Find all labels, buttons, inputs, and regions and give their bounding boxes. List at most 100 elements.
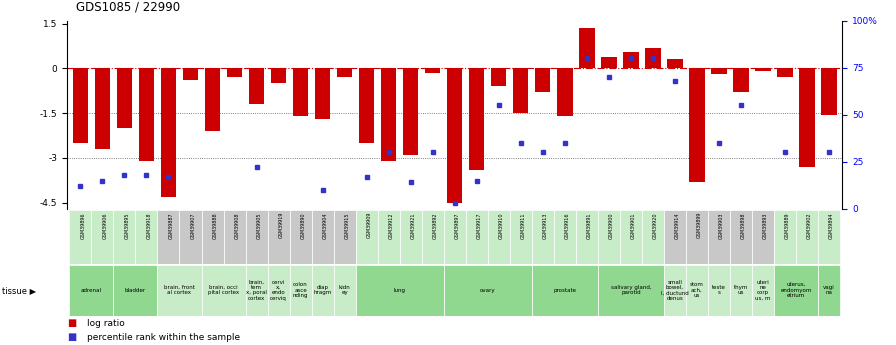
Bar (711, 68, 727, 75)
Bar (620, 210, 642, 264)
Text: GSM39913: GSM39913 (543, 212, 547, 238)
Bar (598, 265, 664, 316)
Bar (73, 68, 88, 143)
Bar (223, 210, 246, 264)
Text: prostate: prostate (554, 288, 576, 293)
Text: percentile rank within the sample: percentile rank within the sample (87, 333, 240, 342)
Bar (686, 265, 708, 316)
Bar (356, 210, 377, 264)
Bar (158, 210, 179, 264)
Text: lung: lung (393, 288, 406, 293)
Bar (377, 210, 400, 264)
Text: GSM39904: GSM39904 (323, 212, 328, 238)
Text: diap
hragm: diap hragm (314, 285, 332, 295)
Text: GSM39898: GSM39898 (741, 212, 746, 238)
Bar (730, 265, 752, 316)
Bar (425, 68, 441, 73)
Bar (356, 265, 444, 316)
Text: log ratio: log ratio (87, 319, 125, 328)
Text: thym
us: thym us (734, 285, 748, 295)
Bar (774, 210, 796, 264)
Text: kidn
ey: kidn ey (339, 285, 350, 295)
Bar (202, 210, 223, 264)
Bar (91, 210, 114, 264)
Text: GSM39903: GSM39903 (719, 212, 724, 238)
Text: GSM39888: GSM39888 (212, 212, 218, 239)
Text: brain,
tem
x, poral
cortex: brain, tem x, poral cortex (246, 279, 267, 301)
Bar (752, 210, 774, 264)
Bar (487, 210, 510, 264)
Text: colon
asce
nding: colon asce nding (293, 282, 308, 298)
Bar (114, 210, 135, 264)
Bar (491, 68, 506, 86)
Bar (532, 210, 554, 264)
Bar (158, 265, 202, 316)
Bar (202, 265, 246, 316)
Text: GSM39900: GSM39900 (609, 212, 614, 238)
Text: GSM39892: GSM39892 (433, 212, 438, 238)
Text: GSM39906: GSM39906 (102, 212, 108, 238)
Text: salivary gland,
parotid: salivary gland, parotid (610, 285, 651, 295)
Bar (623, 52, 639, 68)
Bar (227, 68, 242, 77)
Bar (733, 68, 749, 92)
Text: GSM39914: GSM39914 (675, 212, 680, 238)
Bar (69, 210, 91, 264)
Text: ovary: ovary (480, 288, 495, 293)
Text: GSM39916: GSM39916 (564, 212, 570, 238)
Bar (293, 68, 308, 116)
Bar (513, 68, 529, 113)
Bar (708, 210, 730, 264)
Text: GSM39919: GSM39919 (279, 212, 283, 238)
Text: GSM39917: GSM39917 (477, 212, 482, 238)
Text: cervi
x,
endo
cerviq: cervi x, endo cerviq (270, 279, 287, 301)
Text: stom
ach,
us: stom ach, us (690, 282, 704, 298)
Text: teste
s: teste s (712, 285, 726, 295)
Bar (268, 265, 289, 316)
Text: GSM39908: GSM39908 (235, 212, 239, 238)
Text: GSM39897: GSM39897 (454, 212, 460, 238)
Bar (601, 57, 616, 68)
Bar (752, 265, 774, 316)
Bar (246, 210, 268, 264)
Text: GSM39890: GSM39890 (300, 212, 306, 238)
Bar (822, 68, 837, 115)
Bar (598, 210, 620, 264)
Bar (466, 210, 487, 264)
Bar (139, 68, 154, 161)
Text: GSM39921: GSM39921 (410, 212, 416, 238)
Text: brain, occi
pital cortex: brain, occi pital cortex (208, 285, 239, 295)
Text: uterus,
endomyom
etrium: uterus, endomyom etrium (780, 282, 812, 298)
Bar (312, 265, 333, 316)
Bar (333, 265, 356, 316)
Text: GSM39912: GSM39912 (389, 212, 393, 238)
Bar (444, 265, 532, 316)
Text: brain, front
al cortex: brain, front al cortex (164, 285, 195, 295)
Bar (135, 210, 158, 264)
Bar (642, 210, 664, 264)
Bar (532, 265, 598, 316)
Bar (314, 68, 331, 119)
Bar (579, 28, 595, 68)
Text: ■: ■ (67, 318, 76, 328)
Bar (818, 210, 840, 264)
Bar (645, 48, 660, 68)
Text: small
bowel,
I, ductund
denus: small bowel, I, ductund denus (661, 279, 689, 301)
Bar (730, 210, 752, 264)
Bar (179, 210, 202, 264)
Bar (664, 210, 686, 264)
Text: GSM39907: GSM39907 (191, 212, 195, 238)
Text: GSM39905: GSM39905 (256, 212, 262, 238)
Bar (116, 68, 132, 128)
Bar (337, 68, 352, 77)
Bar (268, 210, 289, 264)
Text: adrenal: adrenal (81, 288, 102, 293)
Bar (400, 210, 422, 264)
Bar (447, 68, 462, 203)
Bar (576, 210, 598, 264)
Bar (403, 68, 418, 155)
Bar (289, 265, 312, 316)
Text: vagi
na: vagi na (823, 285, 835, 295)
Text: GSM39909: GSM39909 (366, 212, 372, 238)
Bar (469, 68, 485, 170)
